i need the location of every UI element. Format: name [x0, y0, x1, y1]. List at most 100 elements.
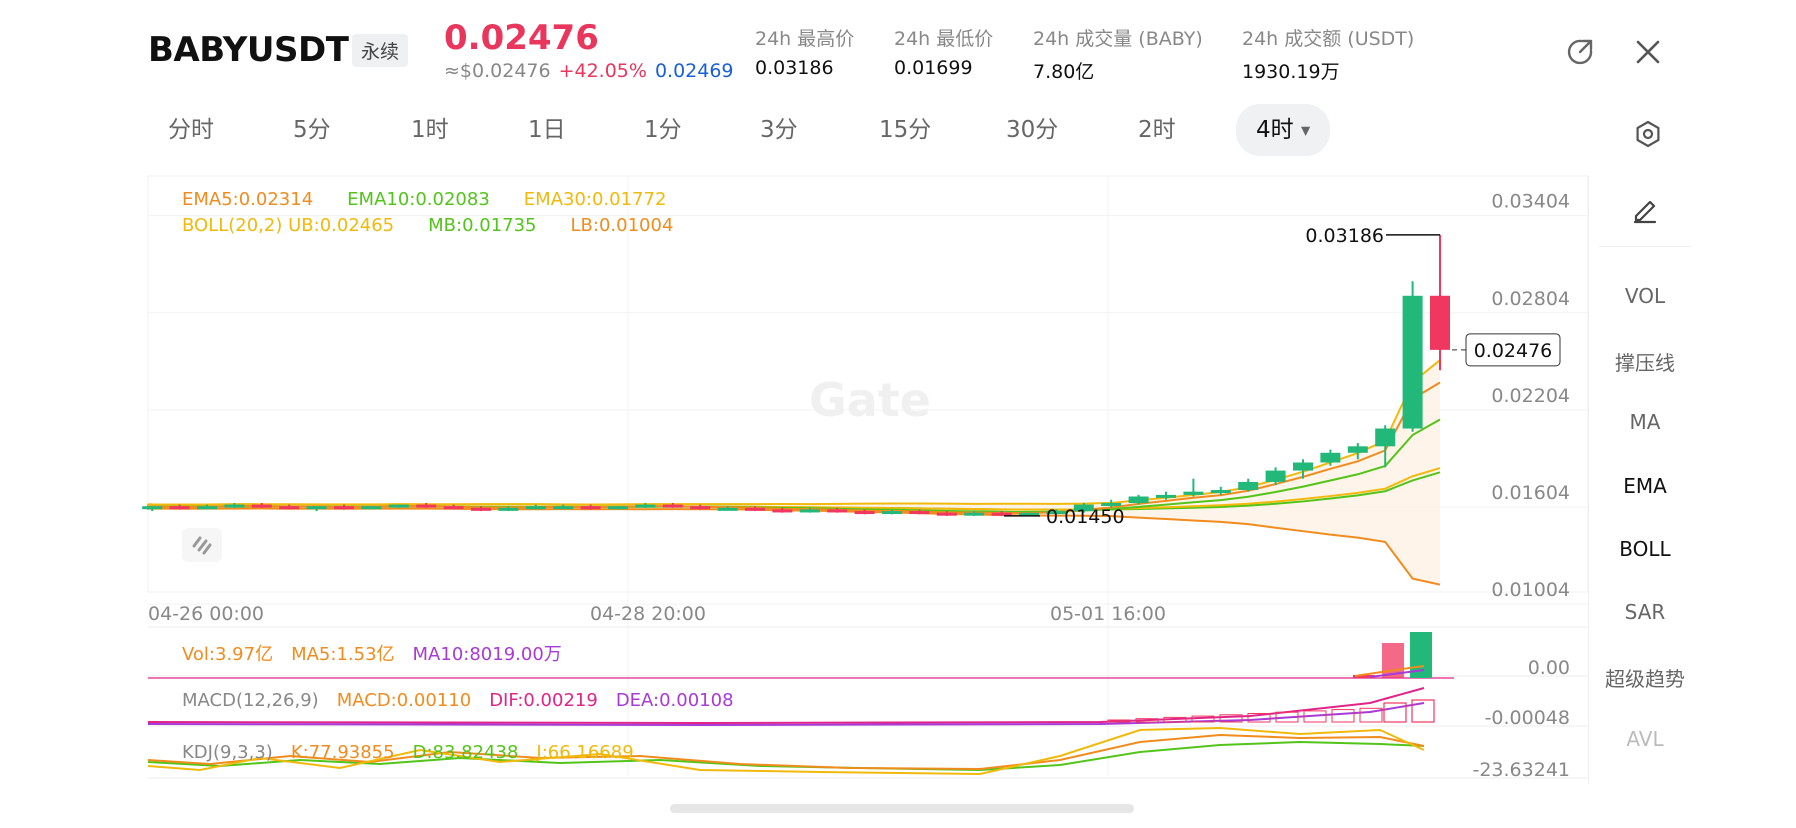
tab-interval[interactable]: 1分: [644, 117, 682, 143]
sidebar-item-sar[interactable]: SAR: [1624, 600, 1666, 624]
macd-histogram-bar: [1247, 713, 1271, 723]
caret-down-icon: ▼: [1300, 123, 1311, 138]
sidebar-item-supertrend[interactable]: 超级趋势: [1605, 667, 1685, 691]
boll-lb-value: LB:0.01004: [570, 215, 674, 236]
y-tick-label: 0.01604: [1491, 482, 1570, 504]
sidebar-item-ema[interactable]: EMA: [1623, 474, 1667, 498]
candle-body: [1101, 502, 1122, 506]
current-price-box: [1465, 333, 1561, 367]
vol-ma10-line: [1369, 669, 1425, 678]
home-indicator: [670, 804, 1134, 813]
candle-body: [854, 511, 875, 515]
candle-body: [1402, 295, 1423, 429]
sidebar-divider: [1599, 246, 1691, 247]
close-button[interactable]: [1630, 34, 1666, 70]
sidebar-item-avl[interactable]: AVL: [1626, 727, 1664, 751]
candle-body: [608, 506, 628, 510]
x-tick-label: 05-01 16:00: [1050, 603, 1166, 625]
macd-histogram-bar: [1275, 711, 1299, 723]
tab-interval[interactable]: 3分: [760, 117, 798, 143]
draw-tool-button[interactable]: [1589, 194, 1701, 229]
candle-body: [1073, 504, 1094, 512]
macd-histogram-bar: [1383, 702, 1407, 723]
tab-interval[interactable]: 1时: [411, 117, 449, 143]
symbol-title: BABYUSDT: [148, 30, 349, 70]
candle-body: [443, 506, 464, 510]
candle-body: [525, 506, 546, 510]
tab-interval[interactable]: 15分: [879, 117, 932, 143]
candle-body: [471, 507, 491, 511]
candle-body: [388, 504, 409, 508]
kdj-d-value: D:83.82438: [412, 742, 519, 763]
candle-body: [553, 506, 574, 510]
chart-settings-button[interactable]: [1630, 116, 1666, 152]
tab-interval[interactable]: 分时: [168, 117, 214, 143]
candle-body: [991, 512, 1012, 516]
candle-body: [1320, 452, 1341, 463]
macd-legend: MACD(12,26,9) MACD:0.00110 DIF:0.00219 DEA:…: [182, 690, 768, 711]
y-tick-label: 0.01004: [1491, 579, 1570, 601]
ema-legend: EMA5:0.02314 EMA10:0.02083 EMA30:0.01772: [182, 189, 700, 210]
last-price: 0.02476: [444, 18, 599, 58]
stat-value: 0.01699: [894, 57, 973, 79]
tab-interval[interactable]: 1日: [528, 117, 566, 143]
high-annotation-label: 0.03186: [1305, 225, 1384, 247]
vol-y-label: 0.00: [1528, 657, 1570, 679]
candle-body: [306, 506, 327, 510]
candle-body: [772, 509, 793, 513]
macd-histogram-bar: [1331, 709, 1355, 723]
vol-value: Vol:3.97亿: [182, 644, 274, 665]
pencil-icon: [1633, 200, 1657, 224]
candle-body: [1375, 428, 1396, 447]
stat-24h-high: 24h 最高价 0.03186: [755, 24, 854, 79]
candle-body: [1238, 481, 1259, 491]
candle-body: [745, 507, 765, 511]
sidebar-item-ma[interactable]: MA: [1629, 410, 1661, 434]
tab-interval-active[interactable]: 4时 ▼: [1236, 104, 1331, 156]
candle-body: [1156, 494, 1176, 498]
kdj-y-label: -23.63241: [1472, 759, 1570, 781]
candle-body: [690, 506, 711, 510]
stat-label: 24h 最高价: [755, 28, 855, 50]
candle-body: [197, 506, 217, 510]
kdj-j-value: J:66.16689: [536, 742, 634, 763]
candle-body: [1293, 462, 1313, 471]
ema30-value: EMA30:0.01772: [523, 189, 667, 210]
tab-interval[interactable]: 2时: [1138, 117, 1176, 143]
candle-body: [498, 507, 519, 511]
candle-body: [1347, 446, 1368, 453]
share-icon: [1567, 39, 1593, 65]
candle-body: [964, 512, 985, 516]
share-button[interactable]: [1562, 34, 1598, 70]
tab-interval[interactable]: 30分: [1006, 117, 1059, 143]
macd-histogram-bar: [1359, 707, 1383, 723]
sidebar-item-boll[interactable]: BOLL: [1619, 537, 1671, 561]
sidebar-item-support-resistance[interactable]: 撑压线: [1615, 351, 1675, 375]
contract-type-badge: 永续: [352, 34, 409, 67]
kdj-k-line: [147, 733, 1425, 771]
candle-body: [224, 504, 245, 508]
price-subline: ≈$0.02476 +42.05% 0.02469: [444, 60, 742, 82]
candle-body: [169, 506, 190, 510]
link-icon: [192, 536, 212, 555]
dif-value: DIF:0.00219: [489, 690, 598, 711]
sidebar-item-vol[interactable]: VOL: [1624, 284, 1666, 308]
stat-24h-low: 24h 最低价 0.01699: [894, 24, 993, 79]
candle-body: [416, 504, 437, 508]
boll-mb-value: MB:0.01735: [428, 215, 537, 236]
indicator-sidebar: VOL 撑压线 MA EMA BOLL SAR 超级趋势 AVL: [1588, 176, 1701, 784]
vol-ma10-value: MA10:8019.00万: [412, 644, 562, 665]
kdj-title: KDJ(9,3,3): [182, 742, 273, 763]
stat-24h-volume: 24h 成交量 (BABY) 7.80亿: [1033, 24, 1203, 84]
mark-price: 0.02469: [654, 60, 734, 82]
gate-watermark: Gate: [809, 373, 931, 427]
kdj-legend: KDJ(9,3,3) K:77.93855 D:83.82438 J:66.16689: [182, 742, 668, 763]
candle-body: [936, 512, 957, 516]
y-tick-label: 0.02804: [1491, 288, 1570, 310]
candle-body: [361, 506, 382, 510]
volume-bar: [1353, 675, 1375, 678]
candle-body: [1019, 512, 1039, 516]
tab-interval[interactable]: 5分: [293, 117, 331, 143]
chart-tools-toggle[interactable]: [182, 528, 222, 562]
